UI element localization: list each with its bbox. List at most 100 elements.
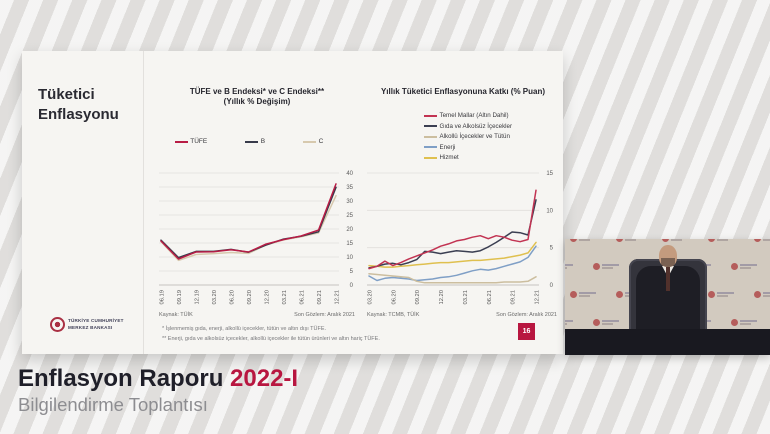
x-tick-label: 12.20: [265, 290, 271, 305]
x-tick-label: 12.20: [439, 290, 445, 305]
legend-swatch: [424, 146, 437, 148]
stamp-emblem-icon: [570, 239, 577, 242]
y-tick-label: 5: [550, 246, 554, 252]
stamp-emblem-icon: [754, 291, 761, 298]
stamp-text-lines: [740, 264, 757, 269]
x-tick-label: 06.21: [487, 290, 493, 305]
legend-item: Hizmet: [424, 154, 512, 161]
stamp-text-lines: [740, 320, 757, 325]
tcmb-backdrop-stamp-icon: [731, 263, 757, 270]
legend-item: C: [303, 138, 323, 145]
chart1-title-line1: TÜFE ve B Endeksi* ve C Endeksi**: [189, 87, 325, 96]
legend-label: Temel Mallar (Altın Dahil): [439, 112, 509, 119]
y-tick-label: 0: [550, 283, 554, 289]
chart1-sources: Kaynak: TÜİK Son Gözlem: Aralık 2021: [159, 312, 355, 318]
chart1-title-line2: (Yıllık % Değişim): [223, 97, 291, 107]
sidebar-divider: [143, 51, 144, 354]
tcmb-backdrop-stamp-icon: [616, 239, 642, 242]
tcmb-backdrop-stamp-icon: [570, 239, 596, 242]
legend-item: Temel Mallar (Altın Dahil): [424, 112, 512, 119]
stamp-emblem-icon: [731, 263, 738, 270]
stamp-text-lines: [671, 239, 688, 241]
page-number-badge: 16: [518, 323, 535, 340]
legend-label: Hizmet: [439, 154, 459, 161]
broadcast-banner: Enflasyon Raporu 2022-I Bilgilendirme To…: [18, 365, 298, 416]
tcmb-backdrop-stamp-icon: [570, 291, 596, 298]
footnotes: * İşlenmemiş gıda, enerji, alkollü içece…: [162, 324, 380, 344]
tcmb-backdrop-stamp-icon: [754, 291, 770, 298]
series-line: [160, 194, 337, 262]
chart1-last-observation: Son Gözlem: Aralık 2021: [294, 312, 355, 318]
stamp-emblem-icon: [731, 319, 738, 326]
tcmb-backdrop-stamp-icon: [593, 319, 619, 326]
tcmb-backdrop-stamp-icon: [708, 239, 734, 242]
legend-item: B: [245, 138, 265, 145]
legend-item: Enerji: [424, 144, 512, 151]
stamp-text-lines: [602, 264, 619, 269]
stamp-text-lines: [565, 264, 573, 269]
legend-item: TÜFE: [174, 138, 208, 145]
legend-item: Gıda ve Alkolsüz İçecekler: [424, 123, 512, 130]
legend-swatch: [303, 140, 317, 143]
footnote-2: ** Enerji, gıda ve alkolsüz içecekler, a…: [162, 336, 380, 343]
banner-subtitle: Bilgilendirme Toplantısı: [18, 394, 208, 416]
x-tick-label: 06.21: [300, 290, 306, 305]
stamp-emblem-icon: [708, 239, 715, 242]
x-tick-label: 09.20: [247, 290, 253, 305]
chart-panel-contributions: Yıllık Tüketici Enflasyonuna Katkı (% Pu…: [366, 81, 560, 318]
chart-panel-tufe-b-c: TÜFE ve B Endeksi* ve C Endeksi** (Yıllı…: [158, 81, 356, 318]
legend-label: TÜFE: [190, 138, 208, 145]
stamp-text-lines: [717, 239, 734, 241]
y-tick-label: 15: [546, 171, 553, 177]
legend-swatch: [245, 140, 259, 143]
x-tick-label: 09.19: [177, 290, 183, 305]
series-line: [368, 241, 537, 268]
legend-swatch: [424, 125, 437, 127]
y-tick-label: 5: [350, 269, 354, 275]
legend-label: Enerji: [439, 143, 456, 151]
stamp-text-lines: [763, 239, 770, 241]
stamp-text-lines: [763, 292, 770, 297]
y-tick-label: 25: [346, 213, 353, 219]
stamp-emblem-icon: [708, 291, 715, 298]
legend-swatch: [424, 135, 437, 138]
chart2-last-observation: Son Gözlem: Aralık 2021: [496, 312, 557, 318]
stamp-emblem-icon: [616, 291, 623, 298]
stamp-text-lines: [579, 292, 596, 297]
legend-label: Alkollü İçecekler ve Tütün: [439, 133, 510, 140]
x-tick-label: 12.21: [335, 290, 341, 305]
tcmb-emblem-icon: [50, 317, 65, 332]
stamp-text-lines: [602, 320, 619, 325]
legend-swatch: [424, 156, 437, 159]
tcmb-logo-line2: MERKEZ BANKASI: [68, 324, 113, 330]
presentation-slide: Tüketici Enflasyonu TÜRKİYE CUMHURİYET M…: [22, 51, 563, 354]
legend-label: C: [318, 138, 324, 145]
chart2-title: Yıllık Tüketici Enflasyonuna Katkı (% Pu…: [366, 87, 560, 97]
chart2-plot: 0 5 10 15 03.20 06.20 09.20 12.20 03.21 06.21 09.2…: [367, 171, 554, 305]
stamp-emblem-icon: [616, 239, 623, 242]
x-tick-label: 03.21: [463, 290, 469, 305]
x-tick-label: 03.20: [368, 290, 374, 305]
chart1-legend: TÜFE B C: [158, 138, 340, 145]
y-tick-label: 0: [350, 283, 354, 289]
stamp-text-lines: [579, 239, 596, 241]
tcmb-backdrop-stamp-icon: [754, 239, 770, 242]
series-line: [368, 189, 537, 270]
series-line: [368, 273, 537, 284]
tcmb-backdrop-stamp-icon: [593, 263, 619, 270]
speaker-beard: [661, 258, 675, 267]
legend-swatch: [174, 140, 188, 143]
legend-label: B: [260, 138, 266, 145]
stamp-text-lines: [717, 292, 734, 297]
banner-title-main: Enflasyon Raporu: [18, 365, 224, 392]
chart2-sources: Kaynak: TCMB, TÜİK Son Gözlem: Aralık 20…: [367, 312, 557, 318]
x-tick-label: 06.20: [391, 290, 397, 305]
stamp-text-lines: [565, 320, 573, 325]
y-tick-label: 30: [346, 199, 353, 205]
x-tick-label: 06.20: [230, 290, 236, 305]
x-tick-label: 09.20: [415, 290, 421, 305]
tcmb-backdrop-stamp-icon: [708, 291, 734, 298]
stamp-emblem-icon: [593, 319, 600, 326]
y-tick-label: 35: [346, 185, 353, 191]
speaker-video-inset: [565, 239, 770, 355]
